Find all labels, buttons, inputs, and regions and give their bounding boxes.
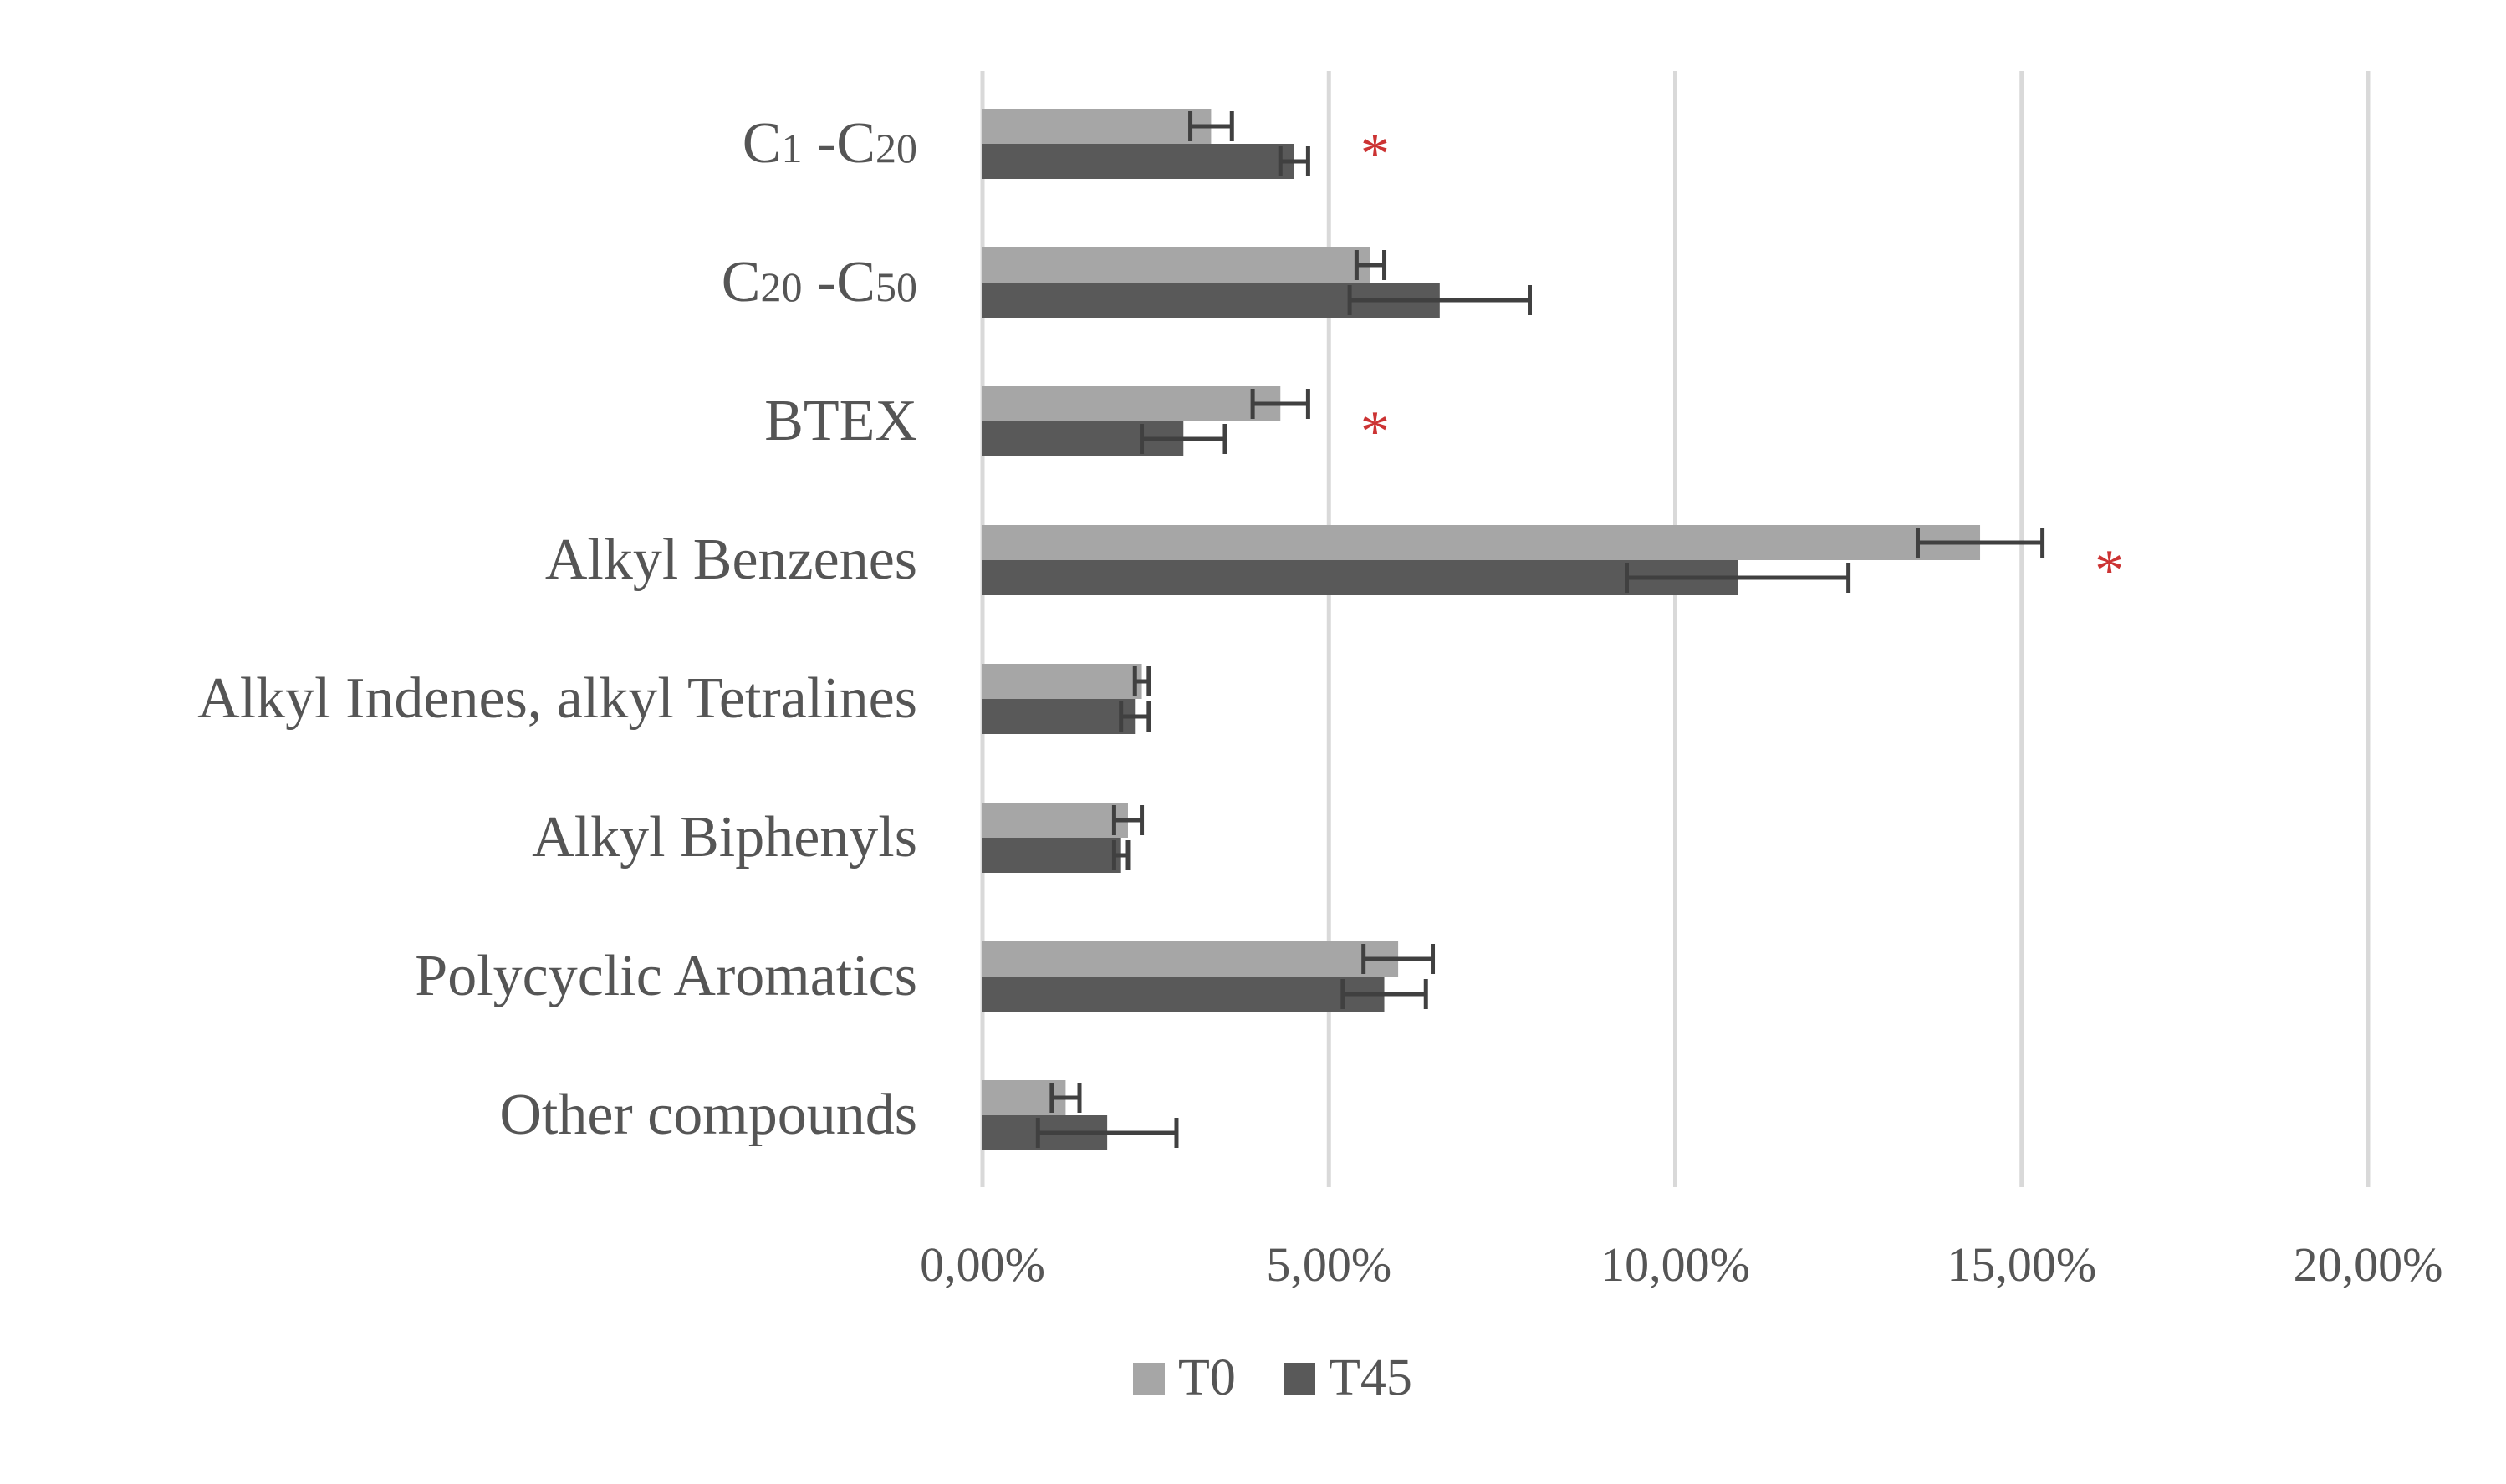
category-label: Alkyl Benzenes [545,528,917,592]
error-bar-t45 [1111,840,1131,870]
legend-label: T0 [1178,1349,1236,1406]
x-tick-label: 0,00% [920,1237,1045,1292]
legend-item-t45: T45 [1284,1349,1412,1406]
category-label: Polycyclic Aromatics [415,944,917,1008]
error-bar-t45 [1340,979,1428,1009]
error-bar-t45 [1278,146,1310,176]
error-bar-t45 [1140,424,1227,454]
error-bar-t45 [1035,1118,1179,1148]
error-bar-t0 [1188,111,1234,141]
bar-t45 [982,838,1121,873]
legend-label: T45 [1329,1349,1412,1406]
bar-t0 [982,803,1128,838]
error-bar-t0 [1915,528,2045,558]
bar-t0 [982,525,1981,560]
error-bar-t0 [1361,944,1436,974]
category-label: Other compounds [499,1083,917,1147]
bars [982,109,1981,1150]
category-label: C1 -C20 [743,111,917,176]
bar-t0 [982,247,1370,283]
x-tick-label: 5,00% [1266,1237,1391,1292]
legend-item-t0: T0 [1133,1349,1236,1406]
error-bar-t0 [1049,1083,1082,1113]
significance-markers: * * * [1360,122,2124,603]
bar-t45 [982,977,1385,1012]
x-tick-label: 15,00% [1947,1237,2096,1292]
category-label: Alkyl Biphenyls [532,805,917,869]
bar-t45 [982,699,1136,734]
significance-star: * [1360,122,1390,186]
error-bar-t0 [1132,666,1151,696]
significance-star: * [1360,400,1390,464]
legend-swatch [1133,1363,1165,1395]
error-bar-t0 [1354,250,1387,280]
x-tick-labels: 0,00% 5,00% 10,00% 15,00% 20,00% [920,1237,2442,1292]
grid [980,71,2371,1187]
error-bar-t45 [1347,285,1533,315]
significance-star: * [2095,538,2124,603]
legend-swatch [1284,1363,1315,1395]
category-label: Alkyl Indenes, alkyl Tetralines [197,666,917,731]
error-bar-t45 [1625,563,1851,593]
category-labels: C1 -C20 C20 -C50 BTEX Alkyl Benzenes Alkyl I… [197,111,917,1147]
legend: T0 T45 [1133,1349,1412,1406]
category-label: BTEX [764,389,917,453]
error-bar-t45 [1119,701,1151,732]
bar-t0 [982,386,1281,421]
category-label: C20 -C50 [722,250,917,314]
bar-t0 [982,664,1142,699]
x-tick-label: 10,00% [1600,1237,1750,1292]
bar-t45 [982,560,1738,595]
bar-t45 [982,144,1294,179]
error-bars [1035,111,2045,1148]
bar-t0 [982,109,1212,144]
bar-t0 [982,941,1399,977]
error-bar-t0 [1250,389,1310,419]
x-tick-label: 20,00% [2294,1237,2443,1292]
error-bar-t0 [1111,805,1145,835]
